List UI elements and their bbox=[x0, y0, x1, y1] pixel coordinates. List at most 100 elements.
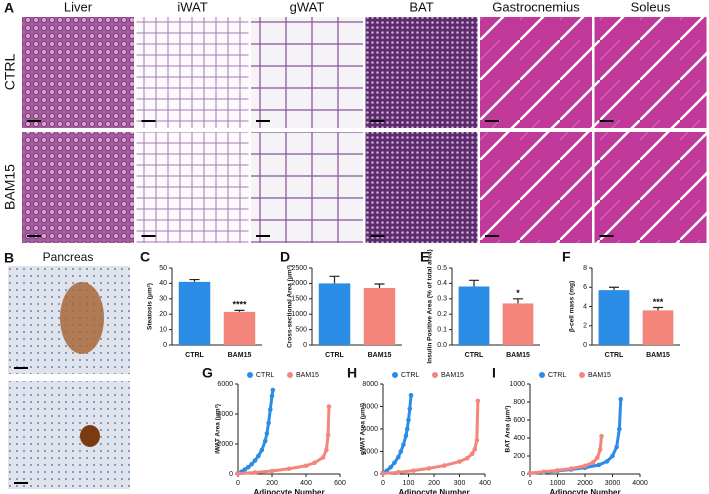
point bbox=[411, 468, 416, 473]
point bbox=[249, 461, 254, 467]
histology-image bbox=[251, 132, 363, 243]
histology-image bbox=[136, 17, 249, 128]
histology-image bbox=[480, 132, 592, 243]
bar bbox=[642, 310, 674, 345]
y-tick-label: 1000 bbox=[291, 311, 307, 318]
y-tick-label: 0.0 bbox=[437, 342, 447, 349]
x-tick-label: 1000 bbox=[550, 480, 566, 487]
y-tick-label: 4000 bbox=[217, 411, 233, 418]
point bbox=[408, 392, 414, 398]
y-tick-label: 6 bbox=[583, 284, 587, 291]
point bbox=[392, 460, 397, 466]
y-tick-label: 400 bbox=[513, 435, 525, 442]
legend-marker bbox=[432, 372, 438, 378]
y-tick-label: 2000 bbox=[362, 448, 378, 455]
histology-image bbox=[365, 132, 478, 243]
column-header: Soleus bbox=[631, 0, 671, 14]
point bbox=[326, 404, 332, 409]
y-tick-label: 2000 bbox=[291, 280, 307, 287]
y-tick-label: 6000 bbox=[217, 381, 233, 388]
point bbox=[262, 438, 268, 444]
point bbox=[245, 464, 251, 470]
error-bar bbox=[234, 309, 245, 312]
legend-label: CTRL bbox=[401, 372, 419, 379]
x-tick-label: 100 bbox=[403, 480, 415, 487]
y-axis-label: gWAT Area (μm²) bbox=[360, 403, 367, 455]
y-tick-label: 800 bbox=[513, 399, 525, 406]
legend-label: BAM15 bbox=[296, 372, 319, 379]
histology-image bbox=[22, 17, 134, 128]
y-axis-label: β-cell mass (mg) bbox=[569, 281, 576, 332]
point bbox=[568, 466, 574, 471]
point bbox=[457, 459, 462, 464]
error-bar bbox=[653, 306, 663, 311]
y-tick-label: 2500 bbox=[291, 265, 307, 272]
column-header: BAT bbox=[409, 0, 433, 14]
histology-image bbox=[136, 132, 249, 243]
bar bbox=[318, 283, 351, 345]
x-axis-label: Adipocyte Number bbox=[253, 488, 324, 494]
y-tick-label: 0 bbox=[583, 342, 587, 349]
point bbox=[474, 437, 480, 443]
bar bbox=[458, 286, 490, 345]
y-tick-label: 0 bbox=[229, 471, 233, 478]
point bbox=[264, 431, 270, 436]
histology-image bbox=[594, 132, 707, 243]
point bbox=[401, 442, 406, 448]
legend-marker bbox=[287, 372, 293, 378]
point bbox=[396, 454, 401, 460]
point bbox=[312, 460, 317, 466]
point bbox=[407, 406, 413, 412]
panel-letter: B bbox=[4, 250, 14, 266]
y-axis-label: Cross-sectional Area (μm²) bbox=[287, 265, 294, 348]
legend-marker bbox=[579, 372, 585, 378]
x-tick-label: 300 bbox=[454, 480, 466, 487]
bar bbox=[598, 290, 630, 345]
point bbox=[324, 447, 329, 453]
point bbox=[597, 447, 603, 453]
y-tick-label: 0.3 bbox=[437, 296, 447, 303]
legend-marker bbox=[539, 372, 545, 378]
point bbox=[252, 458, 258, 463]
axes bbox=[382, 384, 485, 475]
x-tick-label: 400 bbox=[300, 480, 312, 487]
y-tick-label: 4 bbox=[583, 303, 587, 310]
y-tick-label: 8000 bbox=[362, 381, 378, 388]
x-tick-label: CTRL bbox=[605, 352, 624, 359]
y-tick-label: 500 bbox=[295, 326, 307, 333]
x-tick-label: CTRL bbox=[185, 352, 204, 359]
point bbox=[541, 469, 547, 475]
y-tick-label: 40 bbox=[159, 280, 167, 287]
panel-letter: C bbox=[140, 249, 150, 265]
point bbox=[286, 466, 292, 472]
error-bar bbox=[609, 286, 619, 291]
x-tick-label: 200 bbox=[266, 480, 278, 487]
point bbox=[396, 470, 401, 475]
panel-letter: G bbox=[202, 365, 213, 381]
y-tick-label: 30 bbox=[159, 296, 167, 303]
row-label: BAM15 bbox=[2, 164, 18, 210]
column-header: gWAT bbox=[290, 0, 325, 14]
x-tick-label: 0 bbox=[381, 480, 385, 487]
y-tick-label: 2 bbox=[583, 323, 587, 330]
y-tick-label: 200 bbox=[513, 453, 525, 460]
point bbox=[269, 468, 275, 474]
x-tick-label: 0 bbox=[236, 480, 240, 487]
panel-letter: H bbox=[347, 365, 357, 381]
y-tick-label: 8 bbox=[583, 265, 587, 272]
point bbox=[475, 398, 481, 404]
y-tick-label: 0 bbox=[521, 471, 525, 478]
y-tick-label: 1500 bbox=[291, 296, 307, 303]
point bbox=[614, 444, 619, 450]
x-tick-label: CTRL bbox=[325, 352, 344, 359]
point bbox=[617, 426, 622, 432]
panel-letter: F bbox=[562, 249, 571, 265]
legend-marker bbox=[392, 372, 398, 378]
point bbox=[595, 455, 600, 461]
point bbox=[380, 471, 386, 476]
y-axis-label: Insulin Positive Area (% of total area) bbox=[427, 249, 434, 363]
column-header: iWAT bbox=[177, 0, 207, 14]
error-bar bbox=[374, 283, 385, 289]
panel-letter: D bbox=[280, 249, 290, 265]
point bbox=[388, 464, 393, 470]
